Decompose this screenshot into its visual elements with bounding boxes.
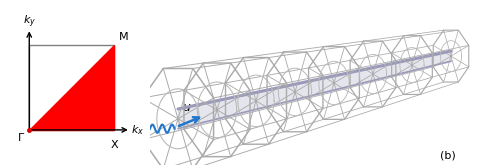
Polygon shape (30, 45, 114, 130)
Text: X: X (111, 140, 118, 150)
Text: Γ: Γ (18, 133, 24, 143)
Text: M: M (119, 32, 128, 42)
Text: (b): (b) (440, 150, 456, 160)
Text: $k_y$: $k_y$ (22, 14, 36, 30)
Text: $k_x$: $k_x$ (131, 123, 144, 137)
Text: $\it{u}$: $\it{u}$ (182, 101, 192, 114)
